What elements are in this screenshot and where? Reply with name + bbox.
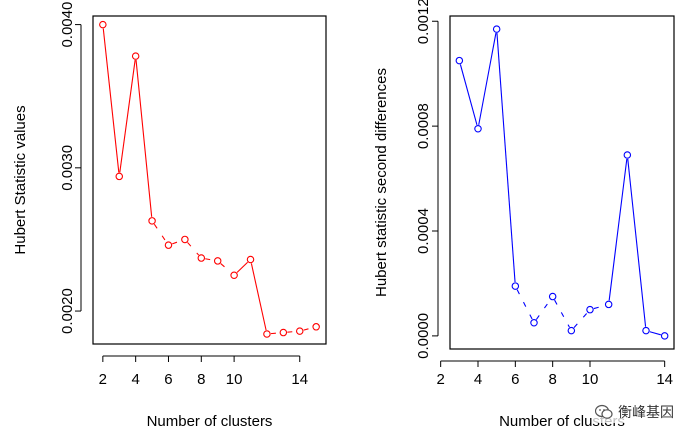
series-segment — [187, 242, 200, 256]
plot-frame — [449, 15, 675, 350]
data-point — [131, 52, 140, 60]
data-point — [660, 332, 669, 340]
y-tick-label: 0.0030 — [59, 145, 76, 191]
series-segment — [573, 312, 588, 329]
series-segment — [649, 331, 661, 336]
data-point — [295, 327, 304, 335]
series-segment — [119, 59, 136, 173]
data-point — [279, 328, 288, 337]
data-point — [548, 292, 557, 301]
data-point — [148, 217, 156, 225]
data-point — [263, 330, 271, 338]
y-tick-label: 0.0004 — [415, 208, 432, 254]
y-tick-label: 0.0000 — [415, 313, 432, 359]
watermark-text: 衡峰基因 — [618, 405, 674, 421]
series-segment — [516, 289, 533, 320]
x-tick-label: 14 — [291, 371, 308, 388]
x-tick-label: 8 — [197, 371, 205, 388]
series-segment — [535, 299, 551, 320]
data-point — [230, 271, 238, 279]
series-segment — [303, 327, 313, 331]
series-segment — [135, 60, 153, 217]
y-axis-title: Hubert Statistic values — [12, 105, 29, 254]
wechat-icon — [595, 404, 613, 419]
series-segment — [496, 33, 516, 283]
data-point — [530, 319, 538, 327]
series-segment — [250, 263, 267, 331]
series-segment — [459, 64, 478, 126]
data-point — [511, 282, 520, 290]
x-tick-label: 10 — [226, 371, 243, 388]
series-segment — [153, 223, 167, 243]
data-point — [99, 20, 107, 29]
series-segment — [593, 304, 605, 310]
y-axis-title: Hubert statistic second differences — [373, 68, 390, 297]
data-point — [604, 300, 613, 309]
data-point — [246, 255, 255, 264]
data-point — [623, 151, 632, 159]
y-tick-label: 0.0020 — [59, 288, 76, 334]
data-point — [197, 254, 206, 262]
series-segment — [172, 240, 182, 245]
series-segment — [554, 299, 570, 328]
data-point — [586, 305, 594, 314]
watermark: 衡峰基因 — [592, 401, 677, 423]
data-point — [115, 172, 124, 181]
x-tick-label: 2 — [436, 371, 444, 388]
x-tick-label: 8 — [548, 371, 556, 388]
data-point — [164, 241, 173, 249]
x-tick-label: 4 — [474, 371, 482, 388]
x-tick-label: 6 — [164, 371, 172, 388]
plot-panel-1: 2 4 6 8 10 14 Number of clusters 0.0020 0.0030 0.… — [12, 2, 327, 430]
data-point — [642, 326, 650, 335]
x-tick-label: 10 — [582, 371, 599, 388]
series-segment — [270, 332, 280, 335]
data-point — [474, 124, 482, 133]
data-point — [492, 25, 501, 33]
series-segment — [608, 158, 628, 301]
series-segment — [478, 32, 497, 125]
series-segment — [287, 330, 296, 333]
x-tick-label: 2 — [99, 371, 107, 388]
x-tick-label: 14 — [656, 371, 673, 388]
plot-frame — [92, 15, 327, 345]
series-segment — [102, 28, 120, 173]
y-tick-label: 0.0040 — [59, 2, 76, 48]
series-segment — [220, 263, 232, 274]
data-point — [213, 257, 222, 265]
series-segment — [627, 158, 647, 327]
x-axis-title: Number of clusters — [147, 413, 273, 430]
data-point — [181, 235, 189, 244]
data-point — [312, 323, 320, 331]
data-point — [567, 326, 576, 335]
x-tick-label: 6 — [511, 371, 519, 388]
series-segment — [205, 258, 214, 261]
y-tick-label: 0.0008 — [415, 103, 432, 149]
y-tick-label: 0.0012 — [415, 0, 432, 44]
series-segment — [236, 261, 249, 273]
data-point — [455, 56, 464, 65]
x-tick-label: 4 — [131, 371, 139, 388]
